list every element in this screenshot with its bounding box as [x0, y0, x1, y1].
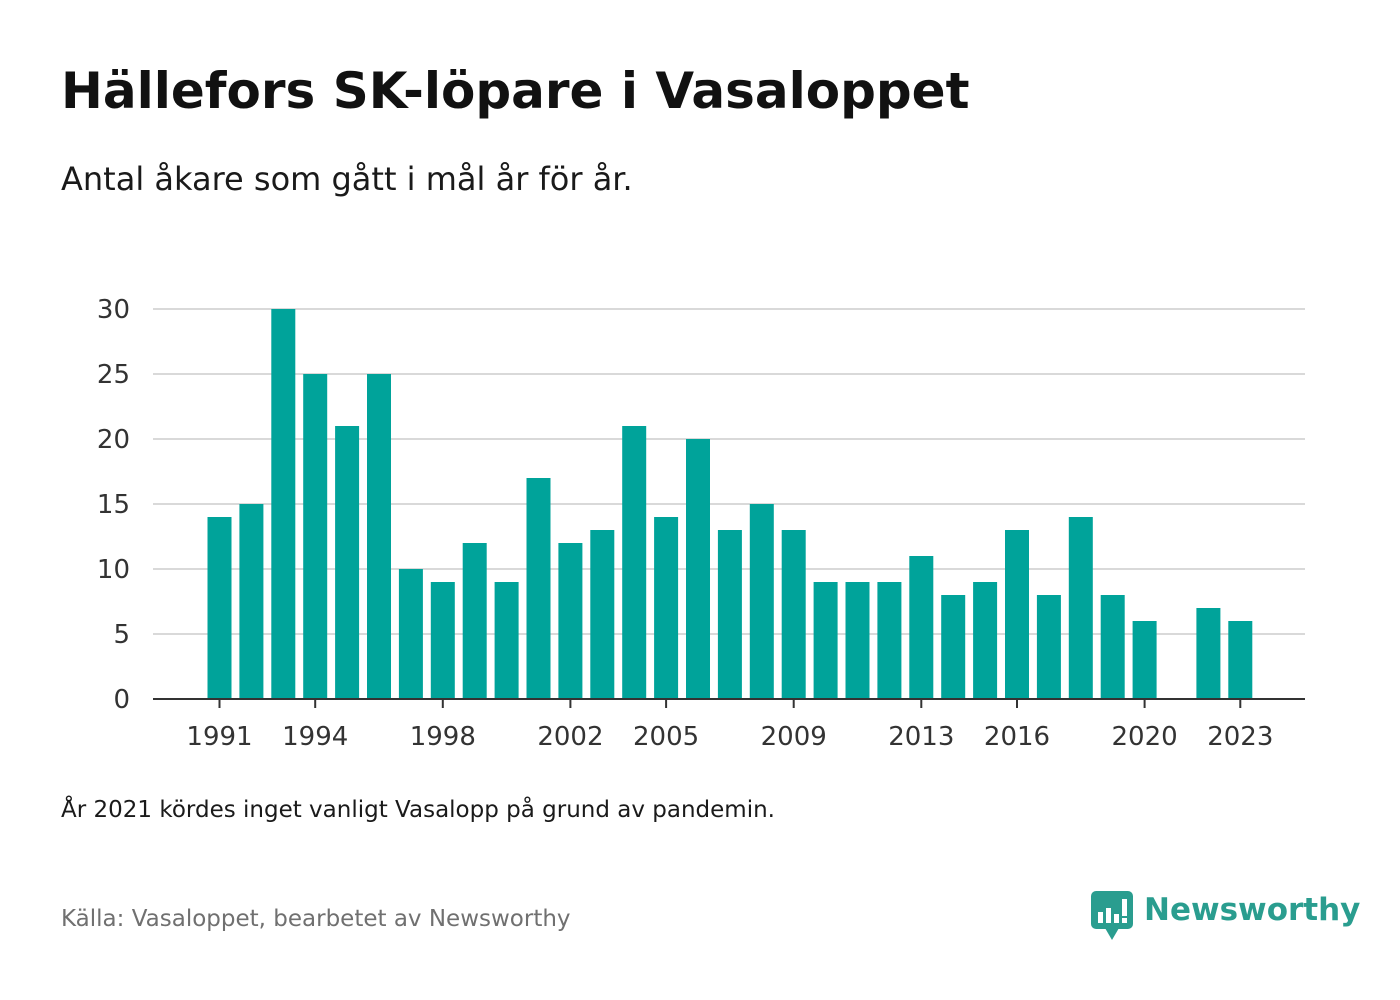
x-tick-label-2016: 2016	[984, 722, 1050, 752]
bar-1999	[462, 543, 487, 699]
bar-2022	[1196, 608, 1221, 699]
bar-2003	[590, 530, 615, 699]
chart-source: Källa: Vasaloppet, bearbetet av Newswort…	[61, 906, 571, 932]
bar-2001	[526, 478, 551, 699]
bar-2012	[877, 582, 902, 699]
bar-2010	[813, 582, 838, 699]
bar-2000	[494, 582, 519, 699]
chart-note: År 2021 kördes inget vanligt Vasalopp på…	[61, 797, 775, 823]
bar-1992	[239, 504, 264, 699]
bar-2008	[749, 504, 774, 699]
bar-2007	[717, 530, 742, 699]
y-tick-label-15: 15	[97, 490, 130, 520]
newsworthy-logo-icon	[1091, 891, 1133, 940]
bar-2006	[686, 439, 710, 699]
bar-2002	[558, 543, 583, 699]
bar-2011	[845, 582, 870, 699]
bar-1998	[430, 582, 455, 699]
y-axis-tick-labels: 0 5 10 15 20 25 30	[97, 295, 130, 715]
x-tick-label-1994: 1994	[282, 722, 348, 752]
bar-2023	[1228, 621, 1253, 699]
chart-title: Hällefors SK-löpare i Vasaloppet	[61, 62, 970, 120]
x-tick-label-2005: 2005	[633, 722, 699, 752]
x-axis-tick-labels: 1991 1994 1998 2002 2005 2009 2013 2016 2020 2023	[186, 722, 1273, 752]
bar-2014	[941, 595, 966, 699]
bar-2018	[1068, 517, 1093, 699]
y-tick-label-5: 5	[113, 620, 130, 650]
bar-2013	[909, 556, 934, 699]
y-tick-label-10: 10	[97, 555, 130, 585]
y-tick-label-25: 25	[97, 360, 130, 390]
bar-2016	[1005, 530, 1029, 699]
bar-2017	[1036, 595, 1061, 699]
bar-2004	[622, 426, 647, 699]
bar-1993	[271, 309, 296, 699]
bar-2019	[1100, 595, 1125, 699]
x-tick-label-2023: 2023	[1207, 722, 1273, 752]
x-tick-label-2013: 2013	[888, 722, 954, 752]
bar-1996	[367, 374, 391, 699]
bar-1997	[398, 569, 423, 699]
bar-2009	[781, 530, 806, 699]
y-tick-label-0: 0	[113, 685, 130, 715]
chart-subtitle: Antal åkare som gått i mål år för år.	[61, 160, 633, 198]
x-tick-label-2002: 2002	[537, 722, 603, 752]
bar-1994	[303, 374, 328, 699]
newsworthy-logo: Newsworthy	[1090, 890, 1360, 942]
bar-1995	[335, 426, 360, 699]
bar-2020	[1132, 621, 1157, 699]
x-tick-label-1998: 1998	[410, 722, 476, 752]
bar-2015	[973, 582, 998, 699]
bar-2005	[654, 517, 679, 699]
y-tick-label-20: 20	[97, 425, 130, 455]
x-tick-label-1991: 1991	[186, 722, 252, 752]
bars	[207, 309, 1253, 699]
newsworthy-logo-text: Newsworthy	[1144, 892, 1361, 928]
axes	[153, 698, 1305, 708]
x-tick-label-2020: 2020	[1112, 722, 1178, 752]
y-tick-label-30: 30	[97, 295, 130, 325]
bar-1991	[207, 517, 232, 699]
bar-chart: 0 5 10 15 20 25 30 1991 1994 1998 2002 2005 2009 201…	[97, 295, 1305, 752]
x-tick-label-2009: 2009	[761, 722, 827, 752]
